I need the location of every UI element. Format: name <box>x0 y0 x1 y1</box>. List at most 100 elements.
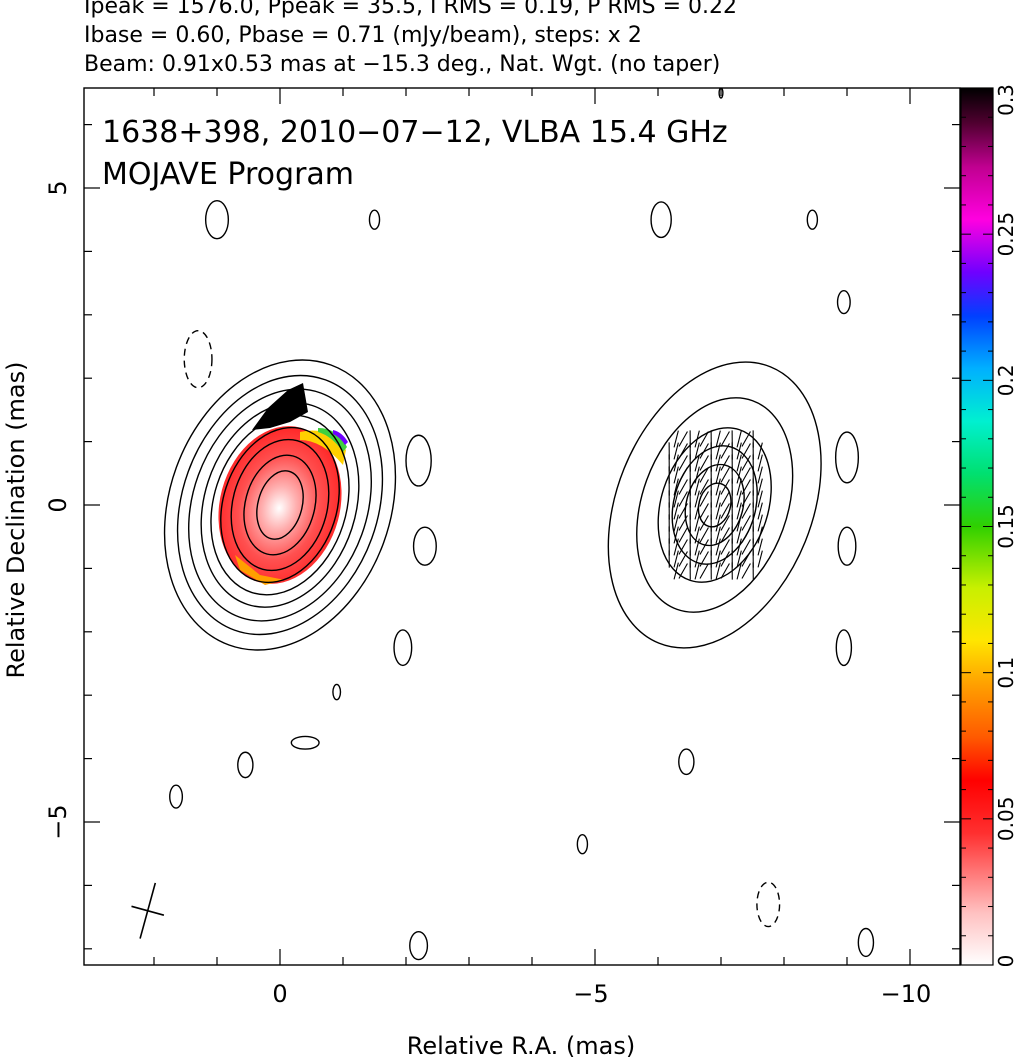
evpa-stick <box>741 503 751 519</box>
evpa-stick <box>720 563 730 579</box>
noise-contour-5 <box>393 629 413 667</box>
evpa-stick <box>736 550 742 568</box>
evpa-stick <box>678 515 688 531</box>
evpa-stick <box>720 479 730 495</box>
evpa-stick <box>673 538 679 556</box>
evpa-stick <box>715 526 721 544</box>
evpa-stick <box>741 443 751 459</box>
evpa-stick <box>678 539 688 555</box>
beam-minor-axis <box>131 905 165 916</box>
evpa-stick <box>699 563 709 579</box>
evpa-stick <box>741 455 751 471</box>
evpa-stick <box>741 479 751 495</box>
right-contour-0 <box>697 482 732 528</box>
noise-contour-9 <box>169 784 184 809</box>
y-tick-label: 5 <box>44 180 72 195</box>
evpa-stick <box>673 514 679 532</box>
evpa-stick <box>694 538 700 556</box>
evpa-stick <box>741 563 751 579</box>
evpa-stick <box>699 551 709 567</box>
chart-title: 1638+398, 2010−07−12, VLBA 15.4 GHz <box>102 115 728 150</box>
evpa-stick <box>736 430 742 448</box>
evpa-stick <box>736 454 742 472</box>
noise-contour-3 <box>405 434 432 487</box>
evpa-stick <box>694 502 700 520</box>
evpa-stick <box>710 562 712 580</box>
evpa-stick <box>715 454 721 472</box>
pol-core <box>218 426 342 584</box>
evpa-stick <box>673 502 679 520</box>
evpa-stick <box>673 478 679 496</box>
y-tick-labels: 5 0 −5 <box>44 180 72 839</box>
evpa-stick <box>736 502 742 520</box>
colorbar-label: 0.25 <box>994 212 1018 257</box>
evpa-stick <box>699 491 709 507</box>
evpa-stick <box>715 550 721 568</box>
evpa-stick <box>736 538 742 556</box>
x-tick-label: −10 <box>881 980 932 1008</box>
evpa-stick <box>699 479 709 495</box>
evpa-stick <box>699 527 709 543</box>
evpa-stick <box>699 539 709 555</box>
evpa-stick <box>720 431 730 447</box>
right-contour-5 <box>607 361 822 649</box>
evpa-stick <box>678 467 688 483</box>
evpa-stick <box>736 562 742 580</box>
evpa-stick <box>673 442 679 460</box>
evpa-stick <box>694 490 700 508</box>
evpa-stick <box>678 431 688 447</box>
right-contour-1 <box>684 463 745 547</box>
evpa-stick <box>757 538 763 556</box>
evpa-stick <box>694 562 700 580</box>
evpa-stick <box>715 466 721 484</box>
colorbar-label: 0.2 <box>994 364 1018 396</box>
left-contour-7 <box>176 374 384 636</box>
evpa-stick <box>715 442 721 460</box>
evpa-stick <box>673 562 679 580</box>
evpa-stick <box>736 514 742 532</box>
evpa-stick <box>699 443 709 459</box>
evpa-stick <box>678 479 688 495</box>
pol-violet-edge <box>333 430 348 445</box>
evpa-stick <box>731 562 733 580</box>
evpa-stick <box>720 491 730 507</box>
evpa-stick <box>741 515 751 531</box>
noise-contour-13 <box>836 290 851 315</box>
evpa-stick <box>699 431 709 447</box>
evpa-stick <box>694 454 700 472</box>
noise-contour-20 <box>857 927 875 958</box>
evpa-stick <box>668 550 670 568</box>
axis-ticks <box>84 88 960 965</box>
evpa-stick <box>757 514 763 532</box>
y-tick-label: 0 <box>44 497 72 512</box>
evpa-stick <box>757 490 763 508</box>
pol-saturated <box>252 383 308 430</box>
noise-contour-21 <box>718 88 724 99</box>
noise-contour-18 <box>576 833 589 855</box>
noise-contour-7 <box>290 735 320 750</box>
evpa-stick <box>736 490 742 508</box>
evpa-stick <box>736 526 742 544</box>
noise-contour-10 <box>409 930 429 961</box>
evpa-stick <box>678 503 688 519</box>
left-contour-6 <box>187 388 373 622</box>
evpa-stick <box>720 515 730 531</box>
evpa-stick <box>694 466 700 484</box>
noise-contour-0 <box>204 199 230 240</box>
evpa-stick <box>736 478 742 496</box>
evpa-stick <box>720 539 730 555</box>
evpa-stick <box>673 466 679 484</box>
colorbar-label: 0.1 <box>994 657 1018 689</box>
evpa-stick <box>715 514 721 532</box>
evpa-stick <box>720 503 730 519</box>
evpa-stick <box>720 443 730 459</box>
header-line-1: Ipeak = 1576.0, Ppeak = 35.5, I RMS = 0.… <box>84 0 737 19</box>
evpa-stick <box>699 515 709 531</box>
noise-contour-15 <box>837 526 857 566</box>
colorbar-label: 0.05 <box>994 797 1018 842</box>
noise-contour-16 <box>835 629 853 667</box>
left-contour-2 <box>230 438 330 572</box>
header-line-3: Beam: 0.91x0.53 mas at −15.3 deg., Nat. … <box>84 52 721 77</box>
evpa-stick <box>757 502 763 520</box>
